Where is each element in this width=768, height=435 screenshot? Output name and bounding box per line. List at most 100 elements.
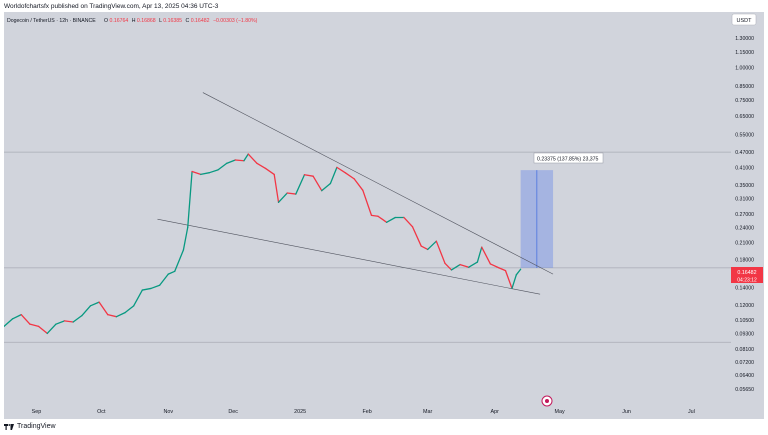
y-tick-label: 1.00000 xyxy=(735,66,754,72)
price-segment xyxy=(344,172,355,180)
projection-layer xyxy=(520,170,554,268)
price-segment xyxy=(515,268,522,276)
price-segment xyxy=(277,192,288,203)
y-tick-label: 0.18000 xyxy=(735,258,754,264)
y-tick-label: 0.75000 xyxy=(735,98,754,104)
price-segment xyxy=(264,167,275,176)
price-segment xyxy=(187,170,193,228)
y-tick-label: 0.14000 xyxy=(735,286,754,292)
y-tick-label: 0.65000 xyxy=(735,114,754,120)
price-segment xyxy=(200,172,211,176)
y-tick-label: 0.85000 xyxy=(735,84,754,90)
price-segment xyxy=(243,153,249,162)
price-segment xyxy=(107,313,118,318)
price-segment xyxy=(256,162,267,170)
trendline-lower xyxy=(157,218,541,295)
tradingview-brand: TradingView xyxy=(17,423,56,430)
price-segment xyxy=(115,311,126,318)
price-segment xyxy=(295,174,306,195)
y-tick-label: 0.12000 xyxy=(735,303,754,309)
price-segment xyxy=(208,169,219,174)
price-segment xyxy=(385,216,396,223)
price-segment xyxy=(20,313,31,325)
x-tick-label: Mar xyxy=(423,409,432,415)
price-segment xyxy=(420,245,429,251)
y-tick-label: 0.10500 xyxy=(735,318,754,324)
x-tick-label: Jun xyxy=(622,409,631,415)
y-tick-label: 0.06400 xyxy=(735,373,754,379)
price-segment xyxy=(303,174,314,177)
chart-panel[interactable]: 1.30000 1.15000 1.00000 0.85000 0.75000 0.650… xyxy=(3,12,764,419)
price-segment xyxy=(511,274,517,290)
price-segment xyxy=(124,305,135,314)
y-tick-label: 0.07200 xyxy=(735,360,754,366)
y-axis: 1.30000 1.15000 1.00000 0.85000 0.75000 0.650… xyxy=(735,36,754,393)
price-chart[interactable]: 1.30000 1.15000 1.00000 0.85000 0.75000 0.650… xyxy=(3,12,764,419)
replay-icon[interactable] xyxy=(541,395,553,407)
x-tick-label: Oct xyxy=(97,409,106,415)
price-segment xyxy=(336,166,347,174)
y-tick-label: 0.41000 xyxy=(735,165,754,171)
price-segment xyxy=(174,249,185,272)
projection-label: 0.23375 (137.85%) 23,375 xyxy=(533,152,604,164)
price-segment xyxy=(286,192,297,195)
price-segment xyxy=(498,267,507,272)
x-tick-label: Sep xyxy=(32,409,42,415)
price-segment xyxy=(158,273,169,286)
price-segment xyxy=(444,262,453,271)
price-segment xyxy=(427,240,437,251)
price-segment xyxy=(226,159,236,165)
y-tick-label: 0.21000 xyxy=(735,240,754,246)
price-segment xyxy=(234,159,245,162)
price-segment xyxy=(72,315,83,323)
y-tick-label: 0.05650 xyxy=(735,387,754,393)
price-segment xyxy=(329,166,338,185)
price-segment xyxy=(98,301,109,316)
x-tick-label: Apr xyxy=(491,409,500,415)
currency-badge[interactable]: USDT xyxy=(731,13,757,26)
price-segment xyxy=(489,263,500,269)
price-segment xyxy=(11,313,22,320)
price-segment xyxy=(370,214,379,217)
y-tick-label: 0.27000 xyxy=(735,212,754,218)
price-segment xyxy=(459,263,470,268)
x-tick-label: Feb xyxy=(363,409,372,415)
price-segment xyxy=(3,318,14,328)
price-segment xyxy=(362,189,373,217)
price-segment xyxy=(403,216,414,228)
ohlc-readout: O 0.16764 H 0.16868 L 0.16385 C 0.16482 … xyxy=(104,18,258,24)
svg-text:0.23375 (137.85%) 23,375: 0.23375 (137.85%) 23,375 xyxy=(537,157,599,163)
price-segment xyxy=(191,170,202,176)
price-segment xyxy=(411,226,422,247)
y-tick-label: 1.15000 xyxy=(735,50,754,56)
price-segment xyxy=(29,323,40,328)
price-segment xyxy=(46,323,57,335)
price-segment xyxy=(312,175,323,192)
svg-text:O 0.16764 H: O 0.16764 H 0.16868 L 0.16385 C 0.16482 … xyxy=(104,18,258,24)
x-tick-label: Dec xyxy=(228,409,238,415)
y-tick-label: 0.31000 xyxy=(735,197,754,203)
price-segment xyxy=(468,261,479,268)
price-series-layer xyxy=(3,153,522,335)
price-segment xyxy=(150,284,161,290)
y-tick-label: 0.55000 xyxy=(735,132,754,138)
y-tick-label: 1.30000 xyxy=(735,36,754,42)
y-tick-label: 0.08100 xyxy=(735,347,754,353)
x-tick-label: 2025 xyxy=(294,409,306,415)
y-tick-label: 0.35000 xyxy=(735,183,754,189)
price-segment xyxy=(182,226,189,251)
y-tick-label: 0.47000 xyxy=(735,150,754,156)
price-segment xyxy=(353,178,364,191)
price-segment xyxy=(321,182,332,192)
levels-layer xyxy=(4,151,731,343)
price-segment xyxy=(89,301,100,307)
x-tick-label: Jul xyxy=(688,409,695,415)
x-tick-label: May xyxy=(554,409,564,415)
price-segment xyxy=(476,246,483,263)
chart-title: Dogecoin / TetherUS · 12h · BINANCE xyxy=(7,18,96,24)
price-segment xyxy=(167,270,176,275)
price-segment xyxy=(133,289,143,307)
price-segment xyxy=(217,162,228,171)
y-tick-label: 0.24000 xyxy=(735,225,754,231)
y-tick-label: 0.09300 xyxy=(735,331,754,337)
